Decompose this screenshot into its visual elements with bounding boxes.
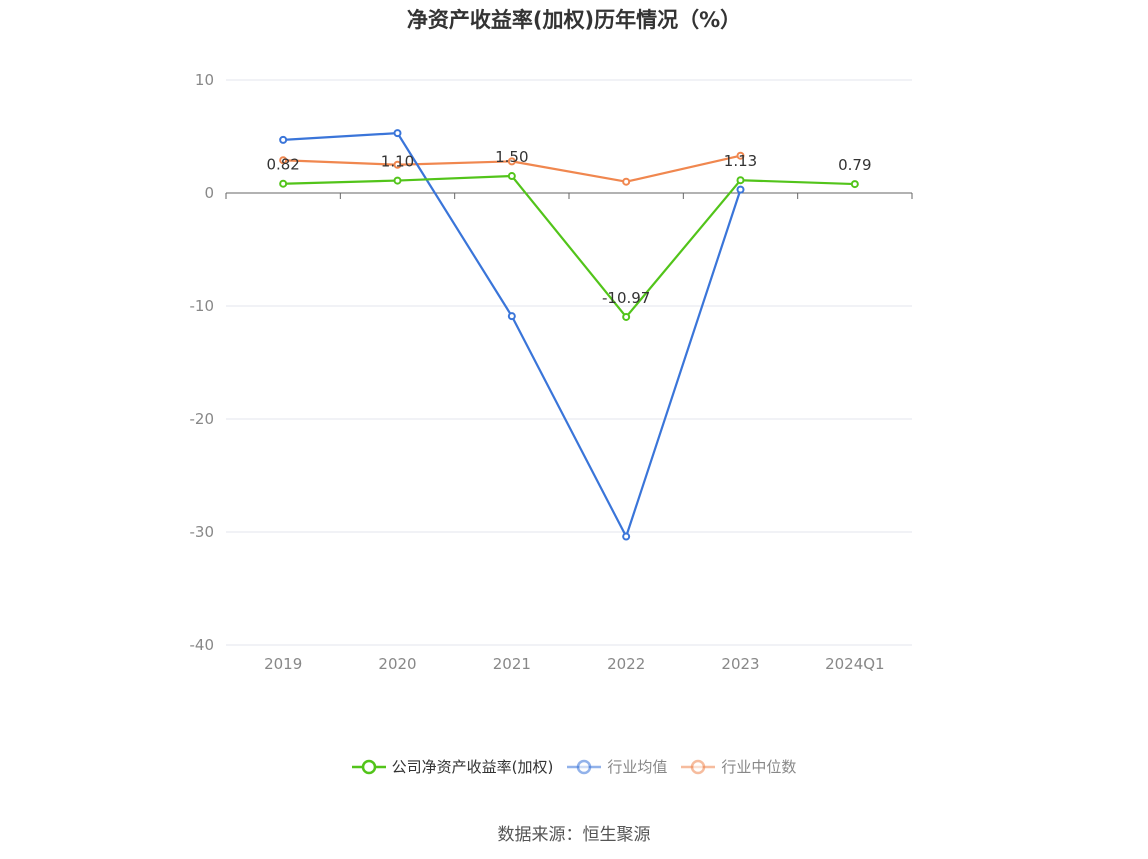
series-point [507,312,516,321]
series-point [279,135,288,144]
data-label: 1.13 [724,152,757,170]
data-label: 0.79 [838,156,871,174]
series-point [393,129,402,138]
chart-title: 净资产收益率(加权)历年情况（%） [406,8,742,32]
series-point [507,172,516,181]
legend-item[interactable]: 公司净资产收益率(加权) [351,756,554,777]
series-point [622,532,631,541]
x-tick-label: 2022 [607,655,645,673]
y-tick-label: 0 [204,184,214,202]
x-tick-label: 2019 [264,655,302,673]
y-tick-label: -40 [190,636,215,654]
legend-label: 公司净资产收益率(加权) [391,758,554,776]
grid-layer [226,79,912,646]
data-label: 1.10 [381,153,414,171]
axis-layer: 10 0 -10 -20 -30 -40 2019 2020 2021 2022 2023 2024Q… [190,71,913,673]
series-point [622,177,631,186]
series-point [393,176,402,185]
legend-label: 行业均值 [607,758,668,776]
data-label: 0.82 [266,156,299,174]
series-line [283,132,742,538]
series-point [507,157,516,166]
legend: 公司净资产收益率(加权) 行业均值 行业中位数 [0,756,1148,777]
legend-swatch-icon [351,759,386,774]
series-point [736,176,745,185]
x-tick-label: 2023 [721,655,759,673]
series-point [393,160,402,169]
series-layer [279,129,859,541]
y-tick-label: -20 [190,410,215,428]
legend-item[interactable]: 行业均值 [567,756,667,777]
series-point [279,179,288,188]
x-tick-label: 2021 [493,655,531,673]
series-point [736,151,745,160]
series-point [736,185,745,194]
y-tick-label: 10 [195,71,214,89]
series-point [279,156,288,165]
legend-swatch-icon [567,759,602,774]
series-line [283,174,855,319]
data-label: 1.50 [495,148,528,166]
legend-item[interactable]: 行业中位数 [681,756,796,777]
line-chart: 10 0 -10 -20 -30 -40 2019 2020 2021 2022 2023 2024Q… [190,71,913,673]
y-tick-label: -30 [190,523,215,541]
legend-swatch-icon [681,759,716,774]
data-label: -10.97 [602,289,650,307]
series-point [622,312,631,321]
series-point [850,180,859,189]
data-label-layer: 0.82 1.10 1.50 -10.97 1.13 0.79 [266,148,871,307]
x-tick-label: 2024Q1 [825,655,885,673]
y-tick-label: -10 [190,297,215,315]
legend-label: 行业中位数 [721,758,797,776]
data-source-note: 数据来源：恒生聚源 [497,825,651,845]
x-tick-label: 2020 [378,655,416,673]
